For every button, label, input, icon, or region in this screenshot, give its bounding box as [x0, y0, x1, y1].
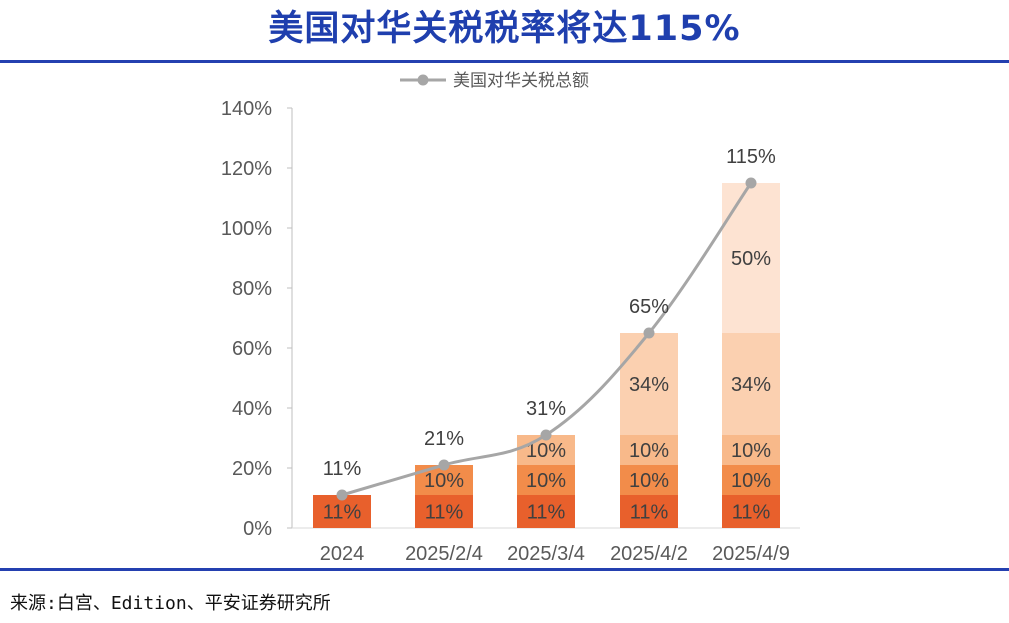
legend-marker [417, 74, 429, 86]
x-tick-label: 2025/4/9 [712, 543, 790, 565]
y-tick-label: 40% [232, 398, 272, 420]
total-point [745, 177, 757, 189]
bar-segment-label: 11% [527, 502, 566, 524]
footer-divider [0, 568, 1009, 571]
bar-segment-label: 11% [732, 502, 771, 524]
bar-segment-label: 34% [629, 374, 669, 396]
x-tick-label: 2025/2/4 [405, 543, 483, 565]
bar-segment [620, 333, 678, 435]
total-point [643, 327, 655, 339]
bar-segment [620, 465, 678, 495]
x-tick-label: 2025/3/4 [507, 543, 585, 565]
bar-segment [722, 183, 780, 333]
bar-segment-label: 11% [323, 502, 362, 524]
bar-segment [722, 495, 780, 528]
total-point-label: 11% [323, 458, 362, 480]
y-tick-label: 100% [221, 218, 272, 240]
total-point [336, 489, 348, 501]
page-title: 美国对华关税税率将达115% [268, 9, 741, 49]
y-tick-label: 60% [232, 338, 272, 360]
title-divider [0, 60, 1009, 63]
y-tick-label: 80% [232, 278, 272, 300]
bar-segment-label: 11% [425, 502, 464, 524]
bar-segment-label: 10% [424, 470, 464, 492]
y-tick-label: 120% [221, 158, 272, 180]
bar-segment [620, 495, 678, 528]
bar-segment-label: 11% [630, 502, 669, 524]
tariff-chart: 0% 20% 40% 60% 80% 100% 120% 140% 11% 11% 10% 11% 10… [221, 71, 800, 565]
legend-label: 美国对华关税总额 [453, 71, 589, 91]
bar-segment [722, 333, 780, 435]
total-point [438, 459, 450, 471]
y-tick-label: 140% [221, 98, 272, 120]
total-point [540, 429, 552, 441]
source-note: 来源:白宫、Edition、平安证券研究所 [10, 593, 331, 614]
total-point-label: 31% [526, 398, 566, 420]
y-tick-label: 20% [232, 458, 272, 480]
x-tick-label: 2025/4/2 [610, 543, 688, 565]
total-line [341, 182, 753, 497]
bar-segment-label: 10% [731, 470, 771, 492]
bar-segment-label: 50% [731, 248, 771, 270]
bar-segment-label: 10% [629, 440, 669, 462]
bar-segment [517, 495, 575, 528]
bar-segment [722, 435, 780, 465]
x-tick-label: 2024 [320, 543, 365, 565]
bar-segment [620, 435, 678, 465]
y-tick-label: 0% [243, 518, 272, 540]
bar-segment-label: 10% [731, 440, 771, 462]
bar-segment [722, 465, 780, 495]
bar-segment-label: 10% [526, 470, 566, 492]
bar-segment-label: 34% [731, 374, 771, 396]
total-point-label: 21% [424, 428, 464, 450]
bar-segment [517, 465, 575, 495]
bar-segment-label: 10% [526, 440, 566, 462]
total-point-label: 65% [629, 296, 669, 318]
total-point-label: 115% [726, 146, 776, 168]
bar-segment-label: 10% [629, 470, 669, 492]
bar-segment [415, 495, 473, 528]
